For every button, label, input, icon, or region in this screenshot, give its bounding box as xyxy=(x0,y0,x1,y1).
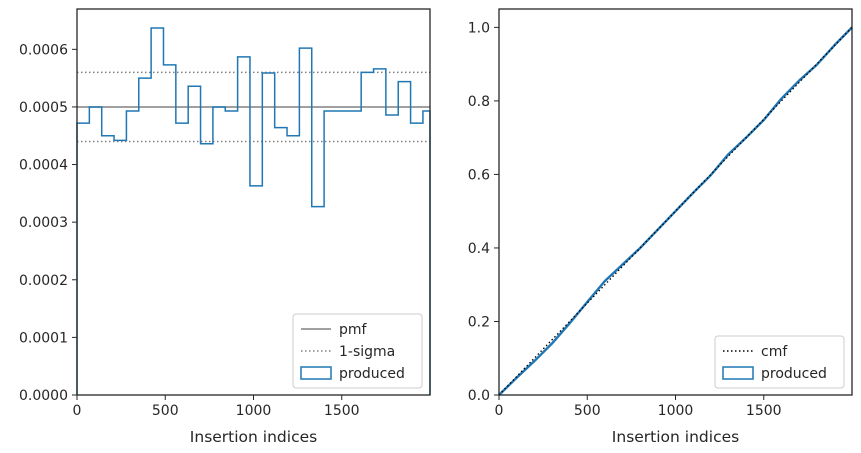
legend-swatch xyxy=(300,366,332,380)
histogram-bin xyxy=(275,128,287,395)
histogram-bin xyxy=(250,186,262,395)
x-tick-label: 1500 xyxy=(324,403,360,419)
produced-point xyxy=(781,98,782,99)
x-tick-label: 500 xyxy=(152,403,179,419)
legend-item: produced xyxy=(300,366,405,382)
histogram-bin xyxy=(262,73,274,395)
y-tick-label: 0.0 xyxy=(468,388,490,404)
legend-item: produced xyxy=(722,366,827,382)
produced-point xyxy=(816,64,817,65)
x-tick-label: 1000 xyxy=(658,403,694,419)
histogram-bin xyxy=(151,28,163,395)
y-tick-label: 0.6 xyxy=(468,167,490,183)
histogram-bin xyxy=(102,136,114,395)
y-tick-label: 0.4 xyxy=(468,241,490,257)
legend-box xyxy=(292,313,423,389)
histogram-bin xyxy=(225,111,237,395)
produced-point xyxy=(534,361,535,362)
x-tick-label: 1000 xyxy=(236,403,272,419)
histogram-bin xyxy=(423,111,430,395)
produced-point xyxy=(551,343,552,344)
histogram-bin xyxy=(238,57,250,395)
produced-line xyxy=(498,26,853,396)
y-tick-label: 1.0 xyxy=(468,20,490,36)
histogram-bin xyxy=(201,144,213,395)
x-axis-label: Insertion indices xyxy=(612,428,739,446)
x-tick-label: 0 xyxy=(73,403,82,419)
y-tick-label: 0.0004 xyxy=(19,158,68,174)
y-tick-label: 0.0000 xyxy=(19,388,68,404)
y-tick-label: 0.2 xyxy=(468,314,490,330)
right-chart-panel: 0 500 1000 1500 0.0 0.2 0.4 0.6 0.8 1.0 Insertion … xyxy=(468,8,853,446)
produced-point xyxy=(675,211,676,212)
plot-frame xyxy=(76,8,431,396)
produced-point xyxy=(799,80,800,81)
legend-label: produced xyxy=(761,366,827,382)
legend-label: produced xyxy=(339,366,405,382)
legend-swatch xyxy=(722,366,754,380)
y-tick-label: 0.0001 xyxy=(19,330,68,346)
legend-label: 1-sigma xyxy=(339,344,395,360)
histogram-bin xyxy=(126,111,138,395)
legend: pmf 1-sigma produced xyxy=(292,313,423,389)
produced-histogram xyxy=(76,27,431,395)
histogram-bin xyxy=(89,107,101,395)
x-tick-label: 1500 xyxy=(746,403,782,419)
legend-box xyxy=(714,335,845,389)
y-tick-label: 0.0005 xyxy=(19,100,68,116)
produced-point xyxy=(569,323,570,324)
legend-item: pmf xyxy=(301,322,368,338)
histogram-bin xyxy=(77,123,89,395)
histogram-step-line xyxy=(76,27,431,395)
histogram-bin xyxy=(176,123,188,395)
cmf-line xyxy=(498,26,853,396)
legend-item: 1-sigma xyxy=(301,344,395,360)
plot-frame xyxy=(498,8,853,396)
legend-label: pmf xyxy=(339,322,368,338)
histogram-bin xyxy=(213,107,225,395)
y-tick-label: 0.0002 xyxy=(19,273,68,289)
legend-label: cmf xyxy=(761,344,788,360)
y-tick-label: 0.0006 xyxy=(19,42,68,58)
histogram-bin xyxy=(114,140,126,395)
legend: cmf produced xyxy=(714,335,845,389)
y-tick-label: 0.8 xyxy=(468,94,490,110)
left-chart-panel: 0 500 1000 1500 0.0000 0.0001 0.0002 0.0003 0.00… xyxy=(19,8,431,446)
histogram-bin xyxy=(163,65,175,395)
produced-point xyxy=(728,154,729,155)
produced-point xyxy=(622,264,623,265)
legend-item: cmf xyxy=(723,344,788,360)
y-tick-label: 0.0003 xyxy=(19,215,68,231)
histogram-bin xyxy=(139,78,151,395)
x-axis-label: Insertion indices xyxy=(190,428,317,446)
x-tick-label: 500 xyxy=(574,403,601,419)
x-tick-label: 0 xyxy=(495,403,504,419)
histogram-bin xyxy=(188,86,200,395)
produced-point xyxy=(604,281,605,282)
